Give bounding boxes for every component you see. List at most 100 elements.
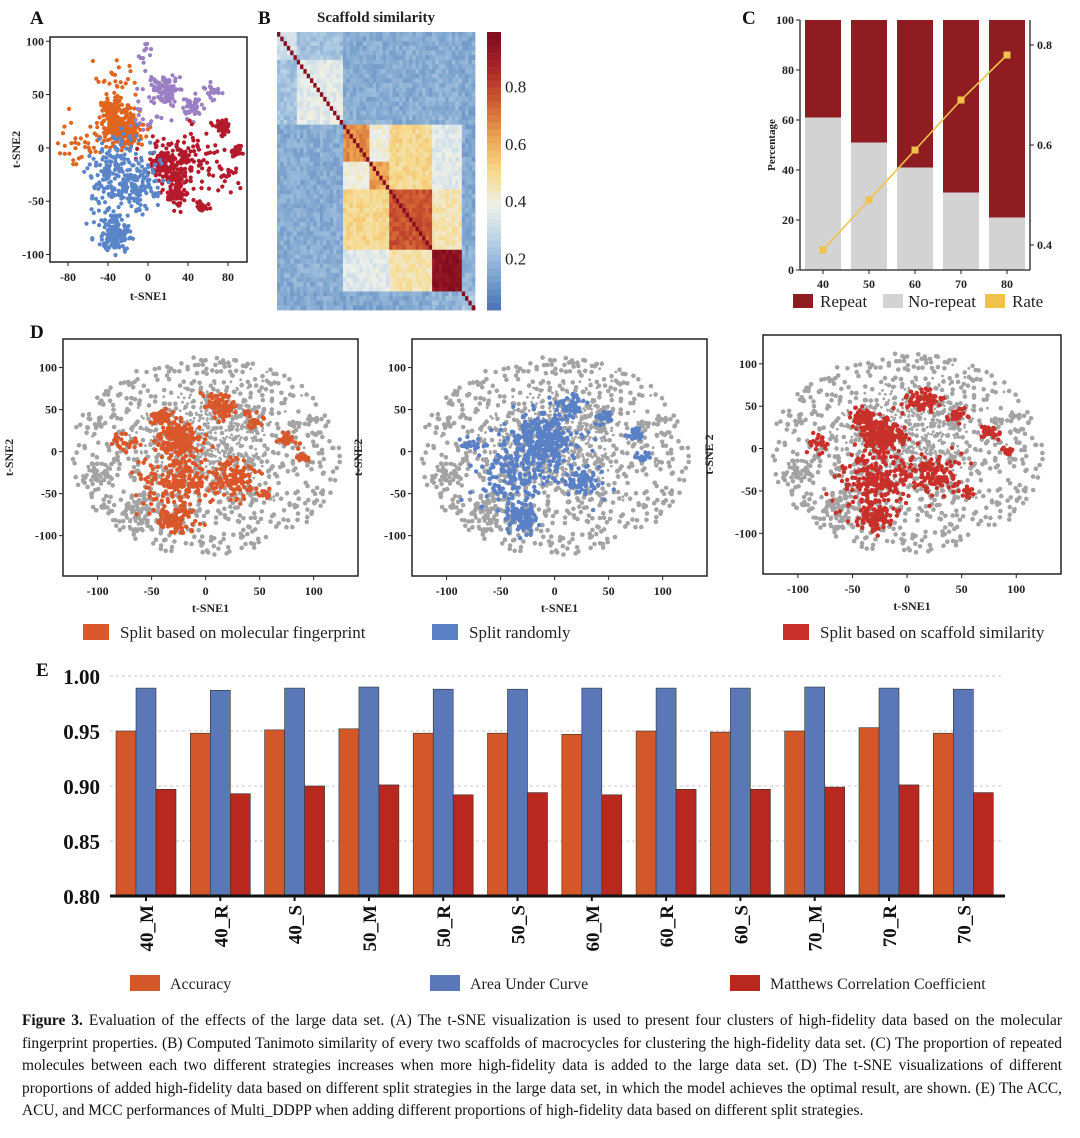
heatmap-cell	[366, 180, 370, 186]
heatmap-cell	[435, 166, 440, 172]
heatmap-cell	[349, 286, 354, 292]
heatmap-cell	[379, 166, 383, 172]
scatter-point	[103, 246, 108, 251]
heatmap-cell	[293, 129, 298, 135]
scatter-point	[175, 139, 180, 144]
heatmap-cell	[296, 124, 301, 130]
heatmap-cell	[382, 194, 387, 200]
heatmap-cell	[283, 133, 288, 139]
heatmap-cell	[399, 50, 403, 56]
heatmap-cell	[428, 203, 433, 209]
heatmap-cell	[458, 50, 463, 56]
heatmap-cell	[306, 212, 311, 218]
heatmap-cell	[376, 194, 380, 200]
heatmap-cell	[326, 286, 331, 292]
heatmap-cell	[428, 147, 433, 153]
heatmap-cell	[349, 291, 354, 297]
scatter-point	[112, 90, 117, 95]
heatmap-cell	[389, 221, 393, 227]
heatmap-cell	[385, 291, 390, 297]
heatmap-cell	[372, 32, 377, 38]
heatmap-cell	[319, 235, 324, 241]
heatmap-cell	[395, 194, 400, 200]
heatmap-cell	[359, 171, 364, 177]
heatmap-cell	[438, 82, 443, 88]
heatmap-cell	[409, 36, 413, 42]
heatmap-cell	[382, 106, 387, 112]
scatter-point	[116, 153, 121, 158]
heatmap-cell	[432, 64, 436, 70]
heatmap-cell	[306, 291, 311, 297]
heatmap-cell	[455, 129, 459, 135]
heatmap-cell	[455, 50, 459, 56]
heatmap-cell	[280, 120, 284, 126]
heatmap-cell	[283, 300, 288, 306]
heatmap-cell	[458, 291, 463, 297]
heatmap-cell	[283, 184, 288, 190]
heatmap-cell	[376, 217, 380, 223]
heatmap-cell	[425, 291, 430, 297]
heatmap-cell	[451, 120, 456, 126]
heatmap-cell	[326, 259, 331, 265]
heatmap-cell	[366, 235, 370, 241]
heatmap-cell	[465, 129, 469, 135]
heatmap-cell	[451, 45, 456, 51]
scatter-point	[88, 150, 93, 155]
heatmap-cell	[333, 291, 337, 297]
scatter-point	[58, 151, 63, 156]
heatmap-cell	[290, 282, 294, 288]
heatmap-cell	[359, 161, 364, 167]
heatmap-cell	[343, 249, 347, 255]
heatmap-cell	[319, 78, 324, 84]
heatmap-cell	[359, 133, 364, 139]
heatmap-cell	[445, 55, 449, 61]
panel-label-c: C	[742, 8, 756, 29]
heatmap-cell	[349, 101, 354, 107]
heatmap-cell	[395, 59, 400, 65]
heatmap-cell	[448, 263, 453, 269]
heatmap-cell	[379, 32, 383, 38]
heatmap-cell	[461, 59, 466, 65]
heatmap-cell	[369, 300, 374, 306]
heatmap-cell	[313, 203, 317, 209]
heatmap-cell	[399, 217, 403, 223]
heatmap-cell	[445, 296, 449, 302]
heatmap-cell	[319, 221, 324, 227]
heatmap-cell	[461, 221, 466, 227]
heatmap-cell	[389, 259, 393, 265]
heatmap-cell	[277, 87, 281, 93]
heatmap-cell	[286, 268, 291, 274]
heatmap-cell	[290, 263, 294, 269]
heatmap-cell	[445, 78, 449, 84]
heatmap-cell	[346, 296, 350, 302]
heatmap-cell	[445, 203, 449, 209]
heatmap-cell	[359, 32, 364, 38]
heatmap-cell	[293, 82, 298, 88]
heatmap-cell	[290, 157, 294, 163]
heatmap-cell	[349, 115, 354, 121]
heatmap-cell	[372, 277, 377, 283]
heatmap-cell	[366, 50, 370, 56]
heatmap-cell	[395, 184, 400, 190]
heatmap-cell	[339, 208, 344, 214]
scatter-point	[107, 193, 112, 198]
heatmap-cell	[280, 231, 284, 237]
heatmap-cell	[442, 161, 446, 167]
heatmap-cell	[458, 184, 463, 190]
heatmap-cell	[392, 282, 397, 288]
heatmap-cell	[392, 129, 397, 135]
heatmap-cell	[306, 208, 311, 214]
scatter-point	[73, 136, 78, 141]
heatmap-cell	[409, 78, 413, 84]
scatter-point	[167, 78, 172, 83]
heatmap-cell	[280, 189, 284, 195]
heatmap-cell	[280, 249, 284, 255]
heatmap-cell	[326, 157, 331, 163]
heatmap-cell	[310, 138, 314, 144]
heatmap-cell	[296, 92, 301, 98]
heatmap-cell	[280, 291, 284, 297]
heatmap-cell	[395, 272, 400, 278]
heatmap-cell	[385, 203, 390, 209]
heatmap-cell	[293, 235, 298, 241]
heatmap-cell	[352, 110, 357, 116]
